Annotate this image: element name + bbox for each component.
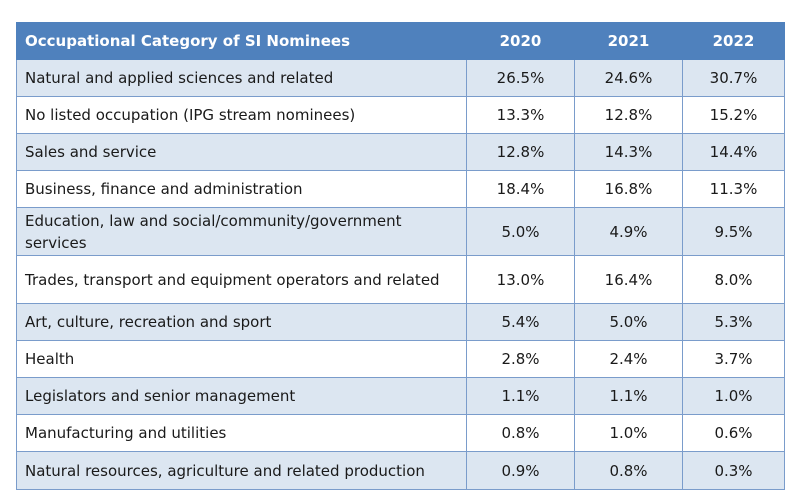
value-2020-cell: 12.8% [466,133,575,171]
table-row: Natural and applied sciences and related… [16,59,785,97]
category-cell: Natural and applied sciences and related [16,59,467,97]
header-2021: 2021 [574,22,683,60]
table-row: Trades, transport and equipment operator… [16,255,785,304]
value-2021-cell: 16.8% [574,170,683,208]
value-2021-cell: 16.4% [574,255,683,304]
category-cell: Manufacturing and utilities [16,414,467,452]
value-2022-cell: 30.7% [682,59,785,97]
category-cell: Natural resources, agriculture and relat… [16,451,467,490]
category-cell: No listed occupation (IPG stream nominee… [16,96,467,134]
category-cell: Legislators and senior management [16,377,467,415]
value-2020-cell: 2.8% [466,340,575,378]
table-row: Business, finance and administration 18.… [16,170,785,208]
value-2021-cell: 0.8% [574,451,683,490]
value-2020-cell: 0.9% [466,451,575,490]
value-2022-cell: 11.3% [682,170,785,208]
table-row: Legislators and senior management 1.1% 1… [16,377,785,415]
category-cell: Business, finance and administration [16,170,467,208]
value-2022-cell: 15.2% [682,96,785,134]
value-2022-cell: 9.5% [682,207,785,256]
table-row: Art, culture, recreation and sport 5.4% … [16,303,785,341]
value-2020-cell: 26.5% [466,59,575,97]
value-2021-cell: 2.4% [574,340,683,378]
value-2020-cell: 13.3% [466,96,575,134]
value-2020-cell: 1.1% [466,377,575,415]
value-2021-cell: 12.8% [574,96,683,134]
value-2020-cell: 18.4% [466,170,575,208]
value-2021-cell: 1.0% [574,414,683,452]
category-cell: Education, law and social/community/gove… [16,207,467,256]
value-2022-cell: 0.6% [682,414,785,452]
value-2020-cell: 5.0% [466,207,575,256]
value-2020-cell: 5.4% [466,303,575,341]
value-2022-cell: 14.4% [682,133,785,171]
value-2021-cell: 1.1% [574,377,683,415]
nominee-occupation-table: Occupational Category of SI Nominees 202… [16,22,785,490]
table-row: Manufacturing and utilities 0.8% 1.0% 0.… [16,414,785,452]
value-2022-cell: 3.7% [682,340,785,378]
value-2022-cell: 8.0% [682,255,785,304]
table-row: No listed occupation (IPG stream nominee… [16,96,785,134]
category-cell: Trades, transport and equipment operator… [16,255,467,304]
category-cell: Health [16,340,467,378]
header-row: Occupational Category of SI Nominees 202… [16,22,785,60]
value-2020-cell: 0.8% [466,414,575,452]
value-2021-cell: 24.6% [574,59,683,97]
value-2022-cell: 5.3% [682,303,785,341]
header-2020: 2020 [466,22,575,60]
table-row: Health 2.8% 2.4% 3.7% [16,340,785,378]
value-2021-cell: 4.9% [574,207,683,256]
header-category: Occupational Category of SI Nominees [16,22,467,60]
value-2022-cell: 0.3% [682,451,785,490]
header-2022: 2022 [682,22,785,60]
value-2021-cell: 5.0% [574,303,683,341]
value-2021-cell: 14.3% [574,133,683,171]
value-2020-cell: 13.0% [466,255,575,304]
value-2022-cell: 1.0% [682,377,785,415]
table-row: Sales and service 12.8% 14.3% 14.4% [16,133,785,171]
table-row: Natural resources, agriculture and relat… [16,451,785,490]
category-cell: Art, culture, recreation and sport [16,303,467,341]
category-cell: Sales and service [16,133,467,171]
table-row: Education, law and social/community/gove… [16,207,785,256]
